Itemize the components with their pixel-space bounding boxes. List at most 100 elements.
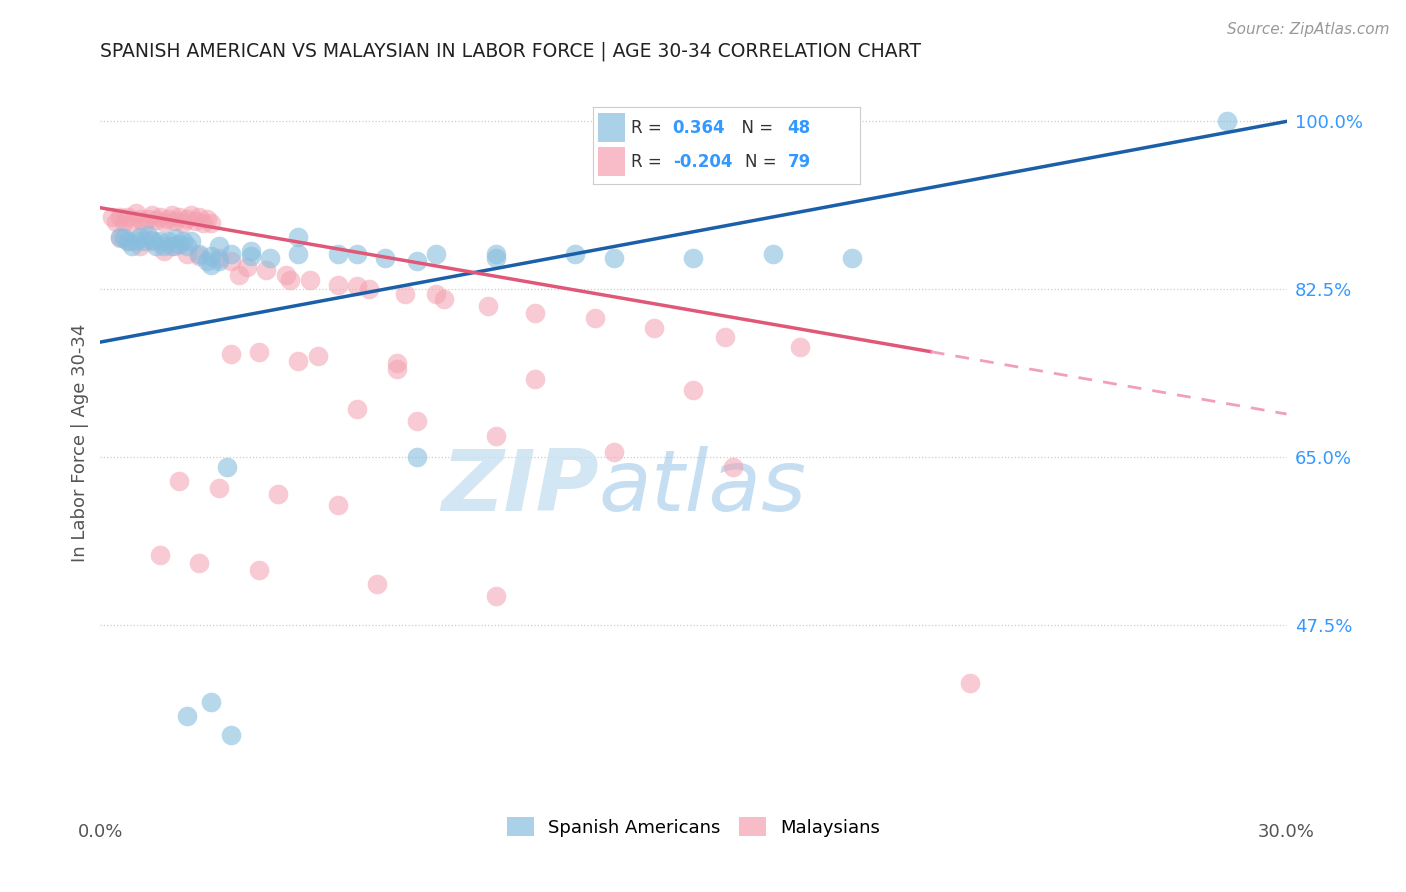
Legend: Spanish Americans, Malaysians: Spanish Americans, Malaysians — [499, 810, 887, 844]
Point — [176, 709, 198, 723]
Point — [433, 292, 456, 306]
Text: Source: ZipAtlas.com: Source: ZipAtlas.com — [1226, 22, 1389, 37]
Point — [156, 235, 179, 249]
Point — [200, 258, 222, 272]
Point — [359, 282, 381, 296]
Point — [1216, 114, 1239, 128]
Point — [761, 247, 783, 261]
Point — [405, 450, 427, 465]
Point — [101, 211, 124, 225]
Point — [307, 350, 329, 364]
Point — [287, 247, 309, 261]
Point — [603, 445, 626, 459]
Point — [714, 330, 737, 344]
Point — [128, 229, 150, 244]
Point — [524, 306, 547, 320]
Point — [219, 346, 242, 360]
Point — [108, 229, 131, 244]
Point — [176, 212, 198, 227]
Point — [172, 216, 194, 230]
Point — [603, 251, 626, 265]
Point — [239, 249, 262, 263]
Point — [136, 227, 159, 242]
Point — [208, 253, 231, 268]
Point — [247, 563, 270, 577]
Point — [184, 214, 207, 228]
Point — [485, 247, 508, 261]
Point — [841, 251, 863, 265]
Point — [117, 235, 139, 249]
Point — [326, 277, 349, 292]
Point — [425, 247, 447, 261]
Point — [149, 548, 172, 562]
Point — [128, 239, 150, 253]
Point — [141, 233, 163, 247]
Point — [346, 247, 368, 261]
Point — [425, 287, 447, 301]
Point — [477, 299, 499, 313]
Point — [195, 212, 218, 227]
Point — [287, 354, 309, 368]
Text: SPANISH AMERICAN VS MALAYSIAN IN LABOR FORCE | AGE 30-34 CORRELATION CHART: SPANISH AMERICAN VS MALAYSIAN IN LABOR F… — [100, 42, 921, 62]
Point — [215, 459, 238, 474]
Point — [959, 675, 981, 690]
Point — [112, 231, 135, 245]
Point — [112, 215, 135, 229]
Point — [165, 214, 187, 228]
Point — [394, 287, 416, 301]
Text: atlas: atlas — [599, 446, 807, 529]
Point — [276, 268, 298, 282]
Point — [485, 251, 508, 265]
Point — [346, 279, 368, 293]
Point — [165, 239, 187, 253]
Point — [298, 273, 321, 287]
Y-axis label: In Labor Force | Age 30-34: In Labor Force | Age 30-34 — [72, 324, 89, 562]
Point — [108, 231, 131, 245]
Point — [564, 247, 586, 261]
Point — [228, 268, 250, 282]
Point — [219, 247, 242, 261]
Point — [374, 251, 396, 265]
Point — [132, 235, 155, 249]
Point — [195, 253, 218, 268]
Point — [259, 251, 281, 265]
Point — [643, 320, 665, 334]
Point — [132, 218, 155, 232]
Point — [152, 215, 174, 229]
Point — [721, 459, 744, 474]
Point — [176, 247, 198, 261]
Point — [149, 235, 172, 249]
Point — [121, 215, 143, 229]
Point — [172, 235, 194, 249]
Point — [682, 251, 704, 265]
Point — [165, 231, 187, 245]
Point — [405, 253, 427, 268]
Point — [208, 481, 231, 495]
Point — [789, 340, 811, 354]
Point — [176, 239, 198, 253]
Point — [254, 263, 277, 277]
Point — [108, 211, 131, 225]
Point — [141, 209, 163, 223]
Point — [136, 212, 159, 227]
Point — [239, 244, 262, 258]
Point — [326, 498, 349, 512]
Point — [200, 695, 222, 709]
Point — [188, 556, 211, 570]
Point — [219, 253, 242, 268]
Point — [485, 590, 508, 604]
Point — [156, 212, 179, 227]
Text: ZIP: ZIP — [441, 446, 599, 529]
Point — [141, 235, 163, 249]
Point — [180, 209, 202, 223]
Point — [287, 229, 309, 244]
Point — [152, 239, 174, 253]
Point — [200, 249, 222, 263]
Point — [105, 215, 128, 229]
Point — [169, 211, 191, 225]
Point — [682, 383, 704, 397]
Point — [524, 371, 547, 385]
Point — [485, 429, 508, 443]
Point — [208, 251, 231, 265]
Point — [160, 209, 183, 223]
